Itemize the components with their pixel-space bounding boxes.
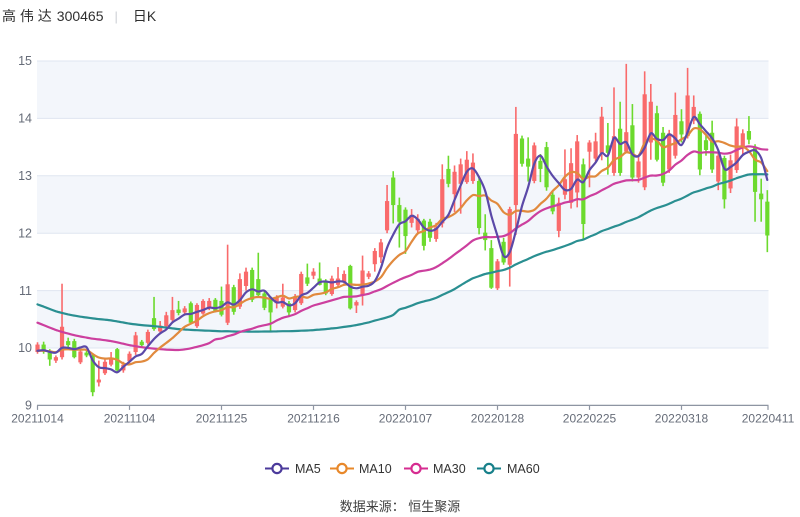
svg-text:20220225: 20220225 <box>563 412 617 426</box>
svg-text:20211014: 20211014 <box>11 412 64 426</box>
svg-text:20220107: 20220107 <box>379 412 433 426</box>
svg-text:11: 11 <box>19 284 32 298</box>
svg-text:13: 13 <box>18 169 32 183</box>
svg-text:10: 10 <box>18 341 32 355</box>
svg-text:MA5: MA5 <box>295 462 321 476</box>
svg-text:MA60: MA60 <box>507 462 540 476</box>
svg-text:MA30: MA30 <box>433 462 466 476</box>
svg-text:20211104: 20211104 <box>104 412 156 426</box>
svg-text:20211125: 20211125 <box>196 412 248 426</box>
svg-text:20211216: 20211216 <box>287 412 340 426</box>
svg-text:20220411: 20220411 <box>742 412 795 426</box>
svg-text:12: 12 <box>18 226 32 240</box>
svg-text:20220318: 20220318 <box>655 412 709 426</box>
svg-text:20220128: 20220128 <box>471 412 525 426</box>
svg-text:MA10: MA10 <box>359 462 392 476</box>
svg-text:15: 15 <box>18 54 32 68</box>
svg-text:14: 14 <box>18 112 32 126</box>
svg-text:9: 9 <box>25 399 32 413</box>
